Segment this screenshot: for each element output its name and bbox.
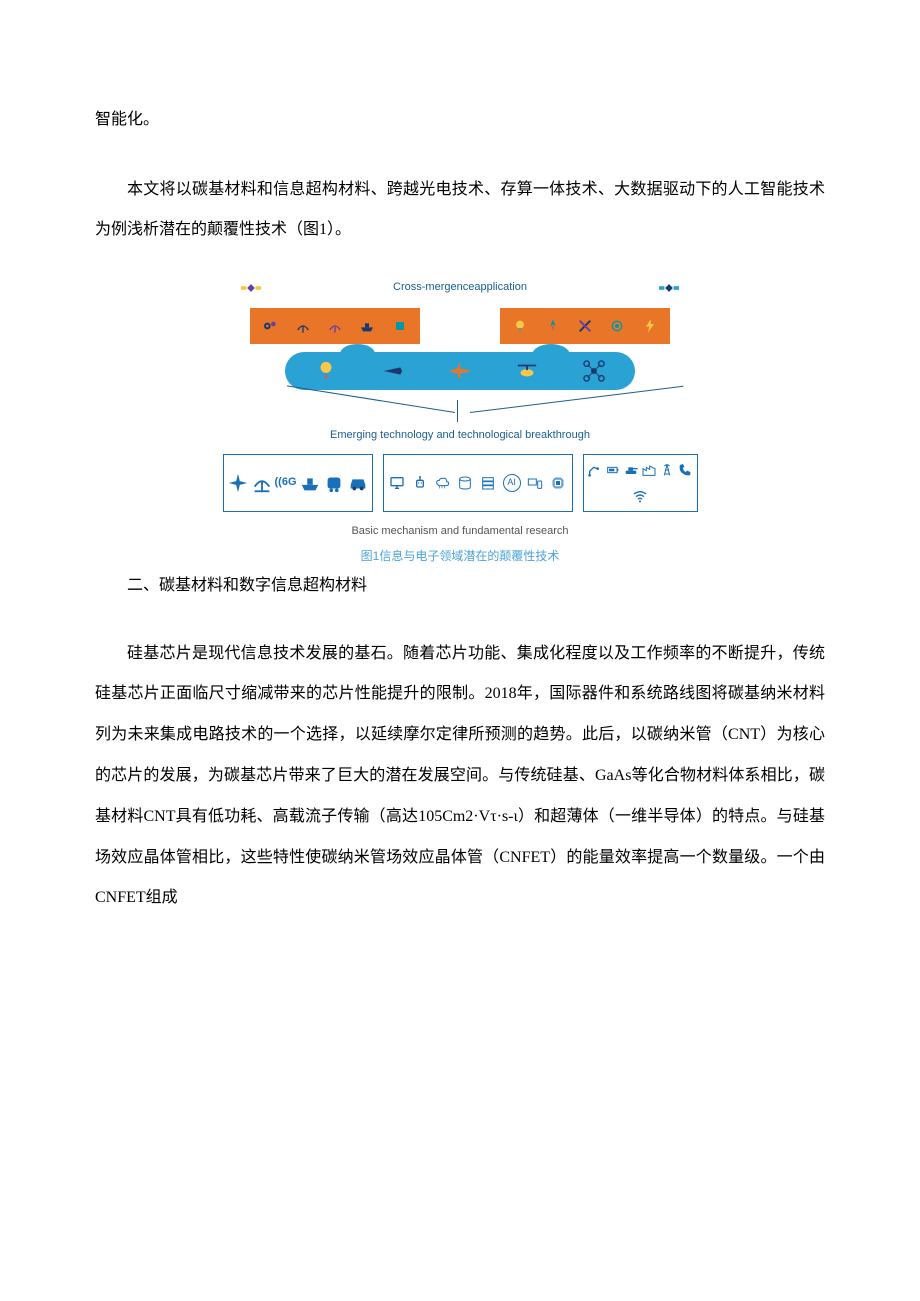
- antenna-icon: [327, 318, 343, 334]
- tower-icon: [659, 462, 675, 478]
- section-heading-2: 二、碳基材料和数字信息超构材料: [95, 573, 825, 599]
- server-icon: [480, 475, 496, 491]
- cloud-shape: [285, 352, 635, 390]
- chip-icon: [550, 475, 566, 491]
- ai-icon: AI: [503, 474, 521, 492]
- 6g-icon: ((6G: [275, 472, 297, 494]
- paragraph-continuation: 智能化。: [95, 100, 825, 140]
- blue-block-industry: [583, 454, 698, 512]
- blue-block-transport: ((6G: [223, 454, 373, 512]
- diagram-label-bottom: Basic mechanism and fundamental research: [210, 518, 710, 546]
- robot-icon: [412, 475, 428, 491]
- tools-icon: [577, 318, 593, 334]
- plane-icon: [449, 360, 471, 382]
- diagram-orange-row: [250, 308, 670, 344]
- diagram-disruptive-tech: Cross-mergenceapplication: [210, 270, 710, 545]
- diagram-top-row: Cross-mergenceapplication: [210, 270, 710, 306]
- phone-icon: [677, 462, 693, 478]
- diagram-cloud-row: [210, 352, 710, 400]
- diagram-label-mid: Emerging technology and technological br…: [210, 422, 710, 450]
- paragraph-body: 硅基芯片是现代信息技术发展的基石。随着芯片功能、集成化程度以及工作频率的不断提升…: [95, 634, 825, 920]
- car-icon: [347, 472, 369, 494]
- robot-arm-icon: [587, 462, 603, 478]
- jet-icon: [382, 360, 404, 382]
- database-icon: [457, 475, 473, 491]
- ship-icon: [359, 318, 375, 334]
- figure-caption: 图1信息与电子领域潜在的颠覆性技术: [95, 547, 825, 565]
- diagram-label-top: Cross-mergenceapplication: [393, 274, 527, 302]
- devices-icon: [527, 475, 543, 491]
- antenna-icon: [295, 318, 311, 334]
- blue-block-compute: AI: [383, 454, 573, 512]
- tank-icon: [623, 462, 639, 478]
- sensor-icon: [609, 318, 625, 334]
- train-icon: [323, 472, 345, 494]
- device-icon: [392, 318, 408, 334]
- plane-icon: [227, 472, 249, 494]
- figure-1: Cross-mergenceapplication: [95, 270, 825, 565]
- gears-icon: [262, 318, 278, 334]
- cloud-net-icon: [434, 475, 450, 491]
- factory-icon: [641, 462, 657, 478]
- monitor-icon: [389, 475, 405, 491]
- drone-icon: [583, 360, 605, 382]
- paragraph-intro: 本文将以碳基材料和信息超构材料、跨越光电技术、存算一体技术、大数据驱动下的人工智…: [95, 170, 825, 250]
- diagram-blue-row: ((6G AI: [220, 454, 700, 512]
- diagram-connectors: [210, 400, 710, 422]
- helicopter-icon: [516, 360, 538, 382]
- lightbulb-icon: [512, 318, 528, 334]
- satellite-icon: [240, 277, 262, 299]
- rocket-icon: [545, 318, 561, 334]
- orange-block-right: [500, 308, 670, 344]
- battery-icon: [605, 462, 621, 478]
- lightning-icon: [642, 318, 658, 334]
- satellite-icon: [658, 277, 680, 299]
- orange-block-left: [250, 308, 420, 344]
- ship-icon: [299, 472, 321, 494]
- radar-icon: [251, 472, 273, 494]
- balloon-icon: [315, 360, 337, 382]
- wifi-icon: [632, 488, 648, 504]
